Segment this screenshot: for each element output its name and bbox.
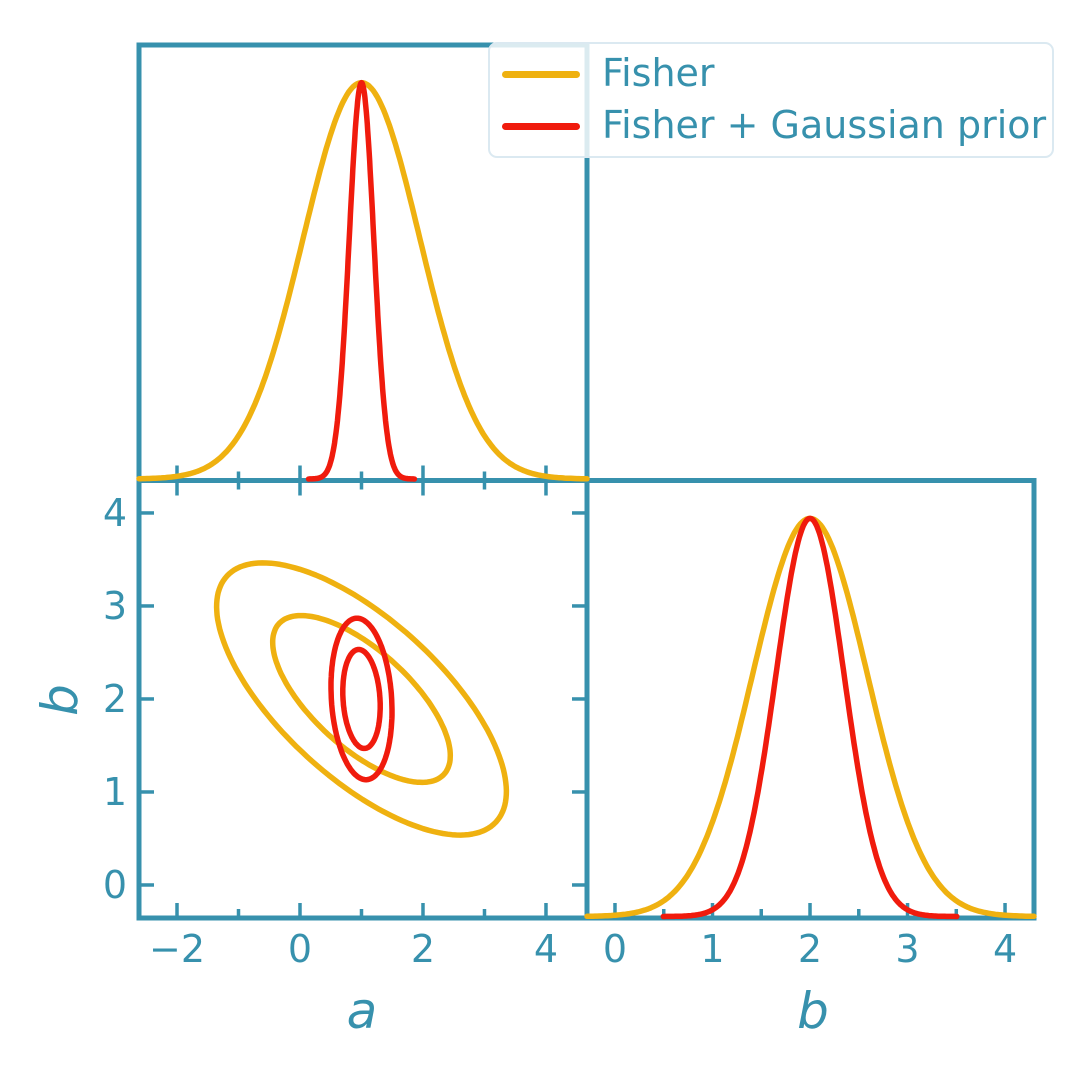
x-tick-label: 0: [603, 927, 627, 971]
y-tick-label: 0: [103, 863, 127, 907]
ellipse-68-fisher: [269, 612, 454, 786]
y-axis-label-b: b: [31, 684, 89, 716]
x-axis-label-a: a: [346, 982, 378, 1040]
y-tick-label: 3: [103, 584, 127, 628]
x-tick-label: 2: [411, 927, 435, 971]
legend-item-fisher: Fisher: [500, 49, 1042, 99]
y-tick-label: 2: [103, 677, 127, 721]
x-tick-label: 0: [288, 927, 312, 971]
x-tick-label: 2: [798, 927, 822, 971]
y-tick-label: 4: [103, 491, 127, 535]
curve-a-marginal-fisher-gaussian-prior: [305, 79, 418, 482]
curve-b-marginal-fisher: [584, 515, 1037, 920]
legend-label-fisher: Fisher: [602, 51, 715, 95]
x-tick-label: 4: [534, 927, 558, 971]
ellipse-95-fisher: [213, 560, 510, 838]
legend-swatch-fisher-prior: [502, 122, 580, 130]
legend-swatch-fisher: [502, 70, 580, 78]
y-tick-label: 1: [103, 770, 127, 814]
x-tick-label: 4: [993, 927, 1017, 971]
curve-b-marginal-fisher-gaussian-prior: [660, 515, 960, 920]
ellipse-68-fisher-gaussian-prior: [340, 646, 383, 752]
legend-item-fisher-prior: Fisher + Gaussian prior: [500, 101, 1046, 151]
panel-frame-bl: [136, 478, 590, 921]
x-axis-label-b: b: [797, 982, 829, 1040]
x-tick-label: −2: [149, 927, 205, 971]
legend: Fisher Fisher + Gaussian prior: [488, 42, 1054, 158]
panel-frame-br: [584, 478, 1037, 921]
x-tick-label: 1: [700, 927, 724, 971]
ellipse-95-fisher-gaussian-prior: [328, 615, 395, 783]
legend-label-fisher-prior: Fisher + Gaussian prior: [602, 103, 1047, 147]
x-tick-label: 3: [895, 927, 919, 971]
